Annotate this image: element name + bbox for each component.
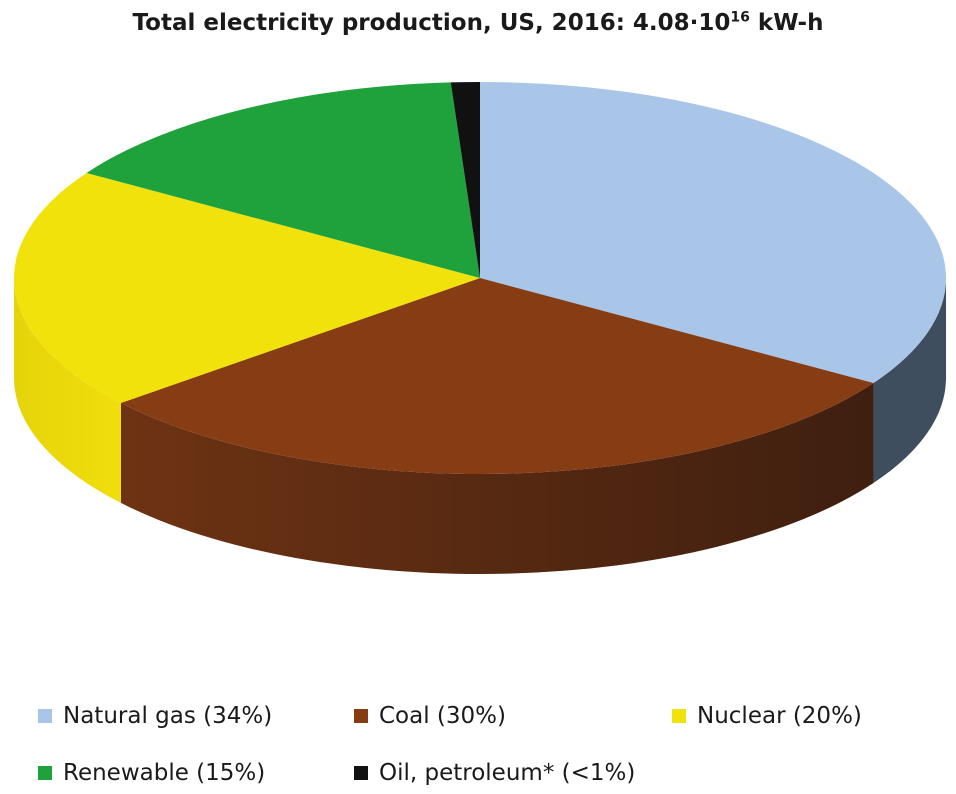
chart-title-exponent: 16 [730, 9, 750, 26]
legend-swatch-coal [354, 709, 368, 723]
pie-chart [13, 82, 946, 574]
pie-sides [14, 278, 946, 574]
legend-label-natural-gas: Natural gas (34%) [63, 703, 273, 729]
pie-side-nuclear [14, 278, 121, 503]
legend-item-coal: Coal (30%) [354, 703, 506, 729]
chart-title-unit: kW-h [749, 10, 824, 36]
legend-swatch-oil [354, 766, 368, 780]
legend-label-oil: Oil, petroleum* (<1%) [379, 760, 636, 786]
legend-swatch-natural-gas [38, 709, 52, 723]
pie-side-natural-gas [873, 278, 946, 484]
legend-swatch-nuclear [672, 709, 686, 723]
chart-title: Total electricity production, US, 2016: … [0, 10, 956, 36]
legend-item-oil: Oil, petroleum* (<1%) [354, 760, 635, 786]
legend-label-nuclear: Nuclear (20%) [697, 703, 862, 729]
legend-item-natural-gas: Natural gas (34%) [38, 703, 272, 729]
legend-swatch-renewable [38, 766, 52, 780]
pie-slice-coal [120, 278, 874, 474]
legend-item-renewable: Renewable (15%) [38, 760, 265, 786]
pie-side-coal [120, 383, 874, 574]
pie-slice-nuclear [13, 172, 480, 403]
legend-item-nuclear: Nuclear (20%) [672, 703, 862, 729]
legend-label-coal: Coal (30%) [379, 703, 506, 729]
legend-label-renewable: Renewable (15%) [63, 760, 266, 786]
pie-slice-oil-petroleum [450, 82, 480, 278]
pie-slice-natural-gas [480, 82, 946, 384]
chart-title-main: Total electricity production, US, 2016: … [132, 10, 731, 36]
pie-tops [13, 82, 946, 474]
pie-slice-renewable [86, 82, 481, 278]
